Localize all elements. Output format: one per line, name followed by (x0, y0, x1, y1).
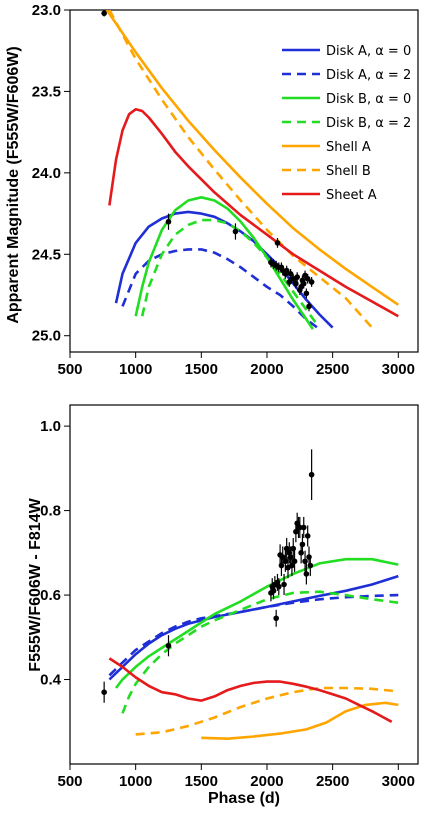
data-point (281, 581, 287, 588)
data-point (302, 558, 308, 565)
y-tick-label: 0.4 (40, 672, 62, 689)
series-line-shell-a (201, 701, 399, 741)
data-point (165, 642, 172, 649)
legend-label: Sheet A (326, 188, 377, 203)
y-tick-label: 23.5 (32, 83, 61, 100)
data-point (101, 689, 107, 695)
x-tick-label: 500 (57, 773, 82, 790)
data-point (306, 303, 312, 310)
y-tick-label: 0.6 (40, 587, 61, 604)
data-point (298, 550, 304, 556)
x-tick-label: 1000 (119, 773, 152, 790)
legend-label: Disk B, α = 0 (326, 92, 411, 107)
x-tick-label: 2000 (250, 773, 283, 790)
y-tick-label: 1.0 (40, 418, 61, 435)
data-point (287, 554, 294, 560)
series-line-disk-a-2 (121, 248, 321, 331)
data-point (294, 274, 300, 280)
legend-label: Disk A, α = 0 (326, 44, 411, 59)
data-point (303, 290, 310, 297)
series-line-shell-a (105, 10, 400, 306)
data-point (278, 562, 285, 569)
data-point (293, 280, 299, 287)
panel-1: 500 1000 1500 2000 2500 3000 23.0 23.5 24.0 24.5 2… (5, 2, 419, 378)
data-point (289, 562, 295, 569)
x-tick-label: 3000 (382, 361, 415, 378)
y-tick-label: 24.0 (32, 165, 61, 182)
x-tick-label: 2500 (316, 361, 349, 378)
series-line-disk-b-2 (121, 590, 399, 714)
data-point (297, 524, 303, 531)
panel-2: 500 1000 1500 2000 2500 3000 0.4 0.6 0.8 1.0 F555W… (27, 404, 419, 807)
y-tick-label: 23.0 (32, 2, 61, 19)
data-point (282, 558, 289, 565)
data-point (283, 267, 290, 274)
data-point (270, 588, 277, 594)
data-point (101, 10, 107, 17)
legend-label: Disk B, α = 2 (326, 116, 411, 131)
x-tick-label: 1000 (119, 361, 152, 378)
x-axis-label: Phase (d) (208, 790, 280, 807)
data-point (308, 279, 315, 285)
data-point (304, 275, 311, 282)
y-axis-label: F555W/F606W - F814W (27, 497, 44, 671)
data-point (232, 228, 239, 235)
series-line-sheet-a (108, 657, 393, 723)
series-line-disk-a-2 (108, 593, 399, 677)
data-point (290, 545, 297, 552)
x-tick-label: 1500 (185, 361, 218, 378)
data-point (303, 571, 310, 577)
legend-label: Shell B (326, 164, 371, 179)
plot-frame (69, 9, 419, 353)
observations (101, 449, 315, 703)
series-line-sheet-a (108, 108, 399, 318)
model-curves (108, 557, 399, 741)
data-point (276, 583, 282, 590)
data-point (274, 240, 281, 246)
series-line-shell-b (135, 686, 399, 736)
data-point (304, 533, 311, 539)
data-point (273, 615, 279, 622)
series-line-disk-a-0 (108, 574, 399, 681)
data-point (165, 218, 172, 225)
data-point (279, 554, 286, 560)
y-tick-label: 0.8 (40, 503, 61, 520)
observations (101, 10, 315, 312)
x-tick-label: 2000 (250, 361, 283, 378)
x-tick-label: 1500 (185, 773, 218, 790)
legend: Disk A, α = 0 Disk A, α = 2 Disk B, α = 0 D… (282, 44, 411, 203)
data-point (287, 271, 294, 277)
data-point (299, 541, 306, 548)
series-line-disk-b-0 (114, 557, 399, 689)
data-point (307, 562, 314, 569)
data-point (291, 558, 298, 565)
legend-label: Disk A, α = 2 (326, 68, 411, 83)
x-tick-label: 3000 (382, 773, 415, 790)
legend-label: Shell A (326, 140, 371, 155)
plot-frame (69, 404, 419, 765)
data-point (286, 279, 293, 285)
data-point (300, 280, 307, 287)
x-tick-label: 2500 (316, 773, 349, 790)
data-point (308, 471, 315, 478)
y-axis-label: Apparent Magnitude (F555W/F606W) (5, 46, 22, 323)
series-line-disk-b-0 (134, 196, 314, 330)
x-tick-label: 500 (57, 361, 82, 378)
series-line-shell-b (108, 10, 373, 329)
y-tick-label: 25.0 (32, 328, 61, 345)
data-point (306, 554, 312, 560)
data-point (300, 524, 307, 531)
y-tick-label: 24.5 (32, 246, 61, 263)
data-point (283, 545, 290, 552)
